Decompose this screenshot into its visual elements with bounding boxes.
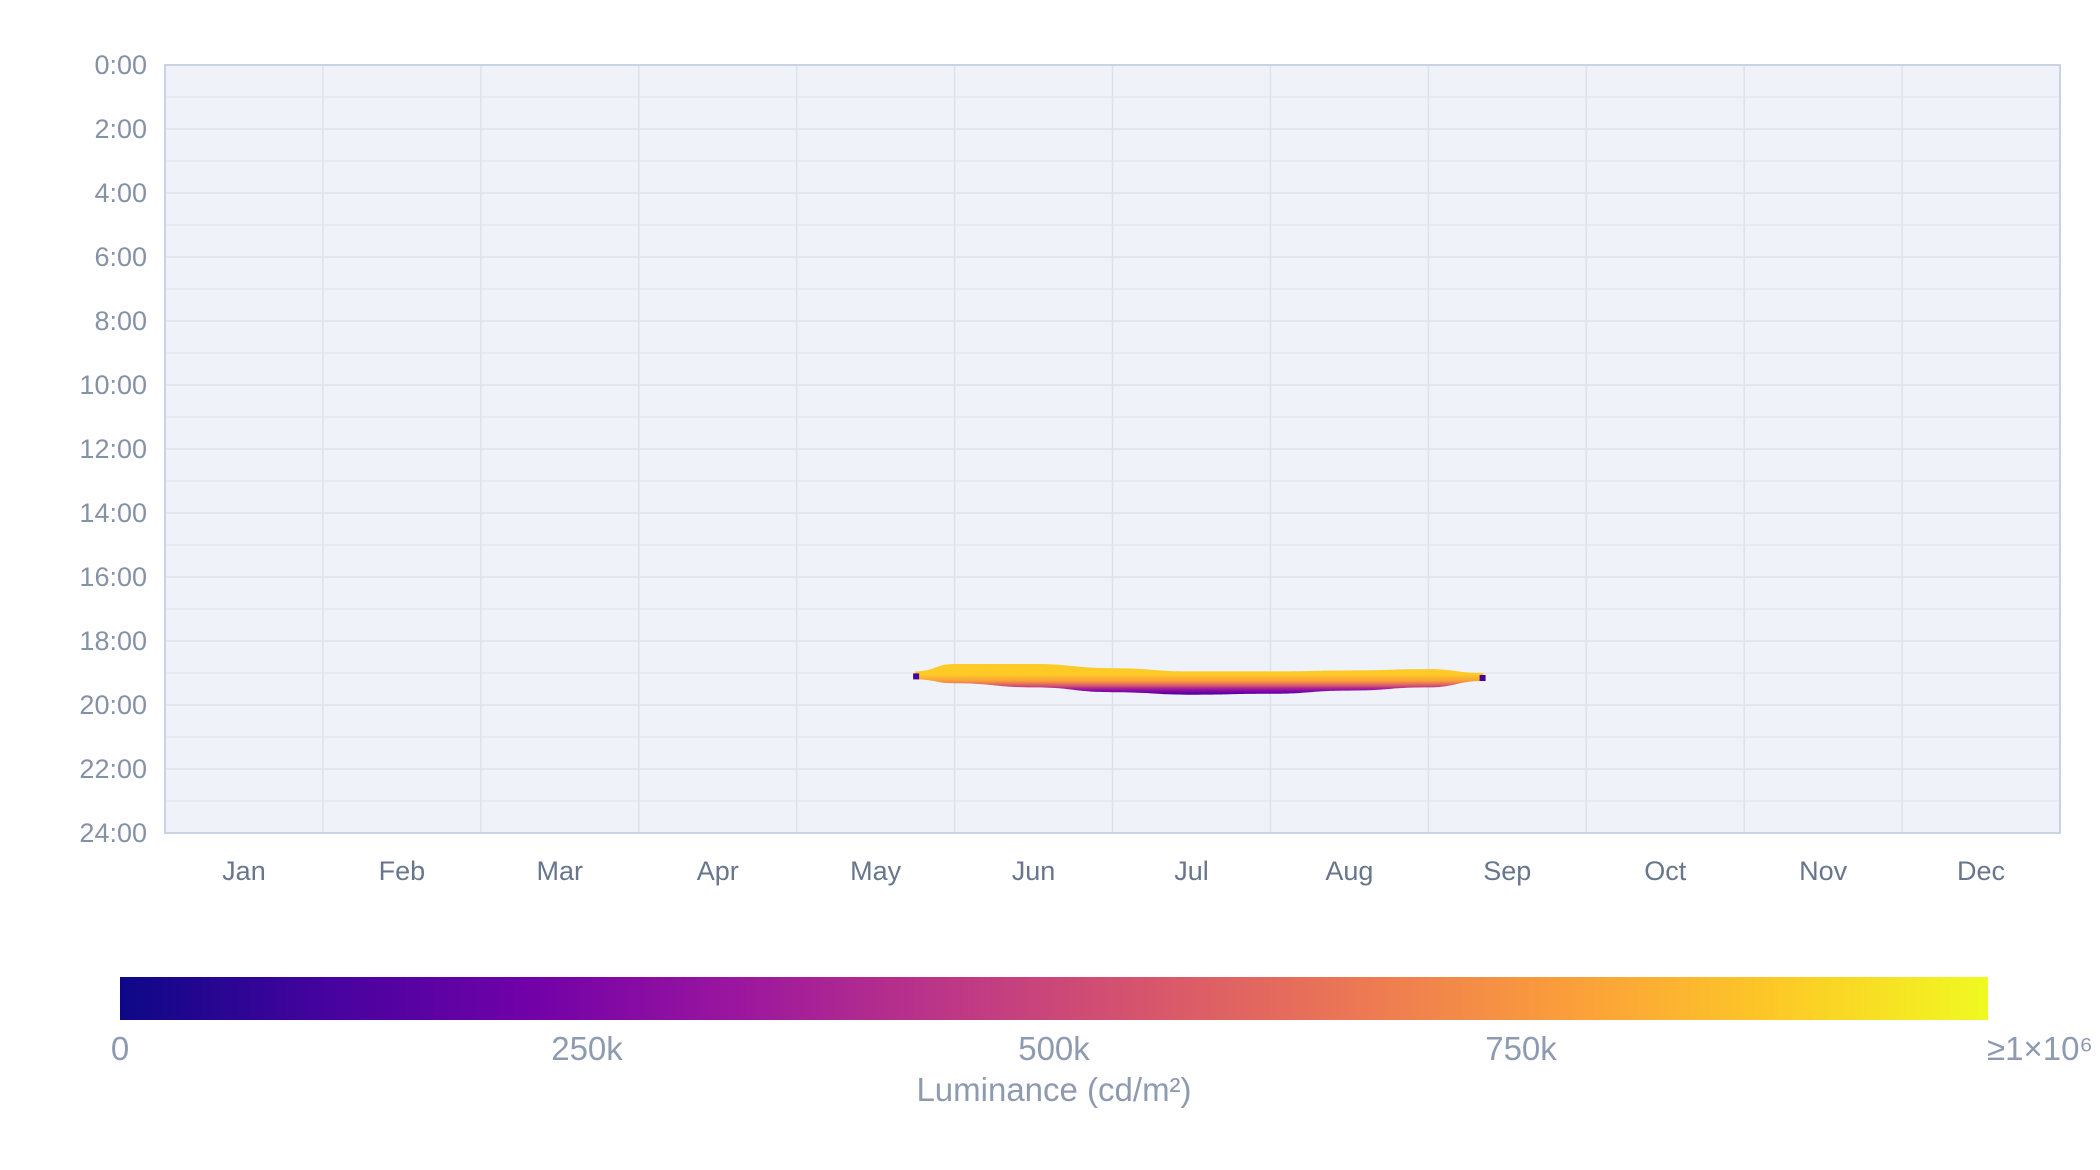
x-tick-label: Oct (1644, 856, 1687, 886)
x-tick-label: Feb (379, 856, 426, 886)
x-tick-label: Jan (222, 856, 266, 886)
colorbar (120, 977, 1988, 1020)
colorbar-tick-label: ≥1×10⁶ (1987, 1030, 2093, 1067)
y-tick-label: 4:00 (94, 178, 147, 208)
glare-band-end-edge (1479, 675, 1486, 681)
colorbar-title: Luminance (cd/m²) (916, 1071, 1191, 1108)
x-tick-label: Apr (697, 856, 739, 886)
plot-border (164, 64, 2061, 834)
x-tick-label: Aug (1325, 856, 1373, 886)
y-tick-label: 2:00 (94, 114, 147, 144)
y-tick-label: 8:00 (94, 306, 147, 336)
glare-band-start-edge (913, 673, 920, 680)
y-tick-label: 0:00 (94, 50, 147, 80)
x-tick-label: Jun (1012, 856, 1056, 886)
colorbar-tick-label: 500k (1018, 1030, 1090, 1067)
y-tick-label: 16:00 (79, 562, 147, 592)
y-tick-label: 20:00 (79, 690, 147, 720)
colorbar-tick-label: 750k (1485, 1030, 1557, 1067)
glare-band (915, 664, 1484, 695)
x-tick-label: Jul (1174, 856, 1209, 886)
y-tick-label: 18:00 (79, 626, 147, 656)
y-tick-label: 22:00 (79, 754, 147, 784)
x-tick-label: Sep (1483, 856, 1531, 886)
x-tick-label: Dec (1957, 856, 2005, 886)
colorbar-tick-label: 250k (551, 1030, 623, 1067)
colorbar-tick-label: 0 (111, 1030, 129, 1067)
x-tick-label: Nov (1799, 856, 1848, 886)
y-tick-label: 12:00 (79, 434, 147, 464)
y-tick-label: 24:00 (79, 818, 147, 848)
y-tick-label: 6:00 (94, 242, 147, 272)
x-tick-label: Mar (537, 856, 584, 886)
x-tick-label: May (850, 856, 902, 886)
y-tick-label: 14:00 (79, 498, 147, 528)
y-tick-label: 10:00 (79, 370, 147, 400)
